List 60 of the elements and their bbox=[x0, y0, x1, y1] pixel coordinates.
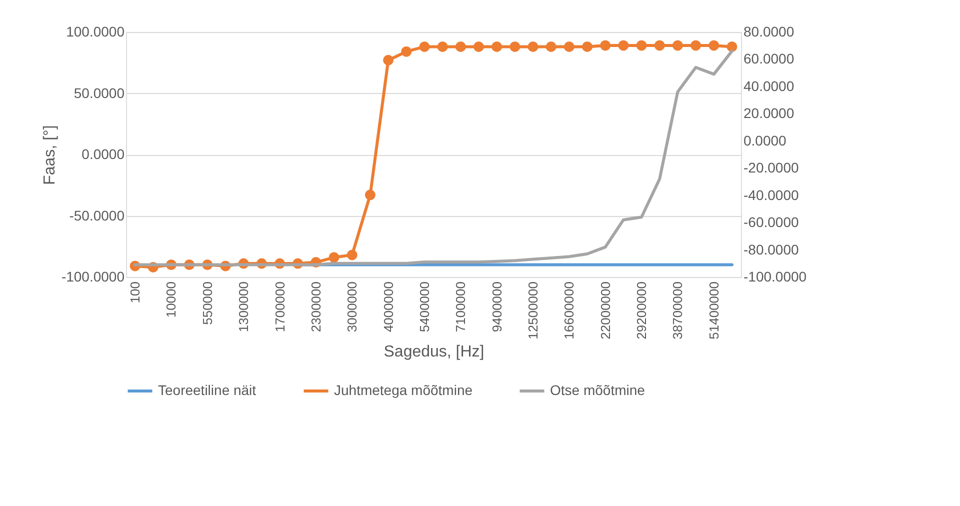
point bbox=[419, 41, 430, 52]
x-tick-label: 1300000 bbox=[236, 282, 252, 332]
point bbox=[364, 190, 376, 200]
point bbox=[672, 40, 683, 51]
y-tick-label: 0.0000 bbox=[82, 146, 125, 162]
y2-tick-label: 80.0000 bbox=[744, 24, 794, 40]
x-tick-label: 4000000 bbox=[380, 282, 396, 332]
x-tick-label: 9400000 bbox=[489, 282, 504, 332]
x-tick-label: 12500000 bbox=[525, 282, 540, 340]
point bbox=[455, 41, 466, 52]
x-tick-label: 1700000 bbox=[272, 282, 288, 332]
x-tick-label: 100 bbox=[128, 282, 143, 304]
y2-tick-label: -60.0000 bbox=[744, 214, 799, 230]
point bbox=[546, 41, 556, 52]
y2-tick-label: 40.0000 bbox=[744, 78, 794, 94]
point bbox=[690, 40, 702, 51]
point bbox=[564, 41, 574, 52]
x-tick-label: 3000000 bbox=[344, 282, 360, 332]
point bbox=[654, 40, 665, 51]
y-tick-label: -100.0000 bbox=[61, 268, 125, 284]
y-tick-label: 100.0000 bbox=[66, 24, 125, 40]
point bbox=[437, 41, 448, 52]
point bbox=[383, 54, 394, 66]
point bbox=[636, 40, 647, 51]
legend-label: Juhtmetega mõõtmine bbox=[334, 382, 473, 398]
point bbox=[528, 41, 538, 52]
point bbox=[492, 41, 502, 52]
y2-tick-label: -20.0000 bbox=[744, 160, 799, 176]
x-axis-title: Sagedus, [Hz] bbox=[384, 343, 484, 360]
y2-tick-label: -80.0000 bbox=[744, 241, 799, 258]
y2-tick-label: 20.0000 bbox=[744, 105, 794, 122]
y-tick-label: 50.0000 bbox=[74, 84, 125, 101]
x-tick-label: 29200000 bbox=[634, 282, 650, 340]
x-tick-label: 7100000 bbox=[453, 282, 468, 332]
point bbox=[582, 41, 592, 52]
point bbox=[401, 46, 412, 57]
y2-tick-label: 60.0000 bbox=[744, 50, 794, 67]
point bbox=[473, 41, 484, 52]
x-tick-label: 2300000 bbox=[308, 282, 324, 332]
legend-label: Teoreetiline näit bbox=[158, 382, 256, 398]
x-tick-label: 550000 bbox=[200, 282, 215, 325]
y2-tick-label: -40.0000 bbox=[744, 186, 799, 203]
x-tick-label: 5400000 bbox=[416, 282, 432, 332]
point bbox=[726, 41, 738, 52]
point bbox=[618, 40, 629, 51]
y2-tick-label: 0.0000 bbox=[744, 132, 787, 148]
point bbox=[600, 40, 611, 51]
point bbox=[708, 40, 720, 51]
y-tick-label: -50.0000 bbox=[69, 207, 125, 224]
x-tick-label: 38700000 bbox=[670, 282, 686, 340]
x-tick-label: 51400000 bbox=[706, 282, 722, 340]
y2-tick-label: -100.0000 bbox=[744, 268, 807, 284]
point bbox=[510, 41, 520, 52]
y-axis-title: Faas, [°] bbox=[41, 125, 58, 185]
x-tick-label: 16600000 bbox=[562, 282, 577, 340]
x-tick-label: 22000000 bbox=[598, 282, 613, 340]
legend-label: Otse mõõtmine bbox=[550, 382, 646, 398]
point bbox=[328, 252, 340, 263]
point bbox=[346, 250, 358, 260]
x-tick-label: 10000 bbox=[164, 282, 179, 318]
